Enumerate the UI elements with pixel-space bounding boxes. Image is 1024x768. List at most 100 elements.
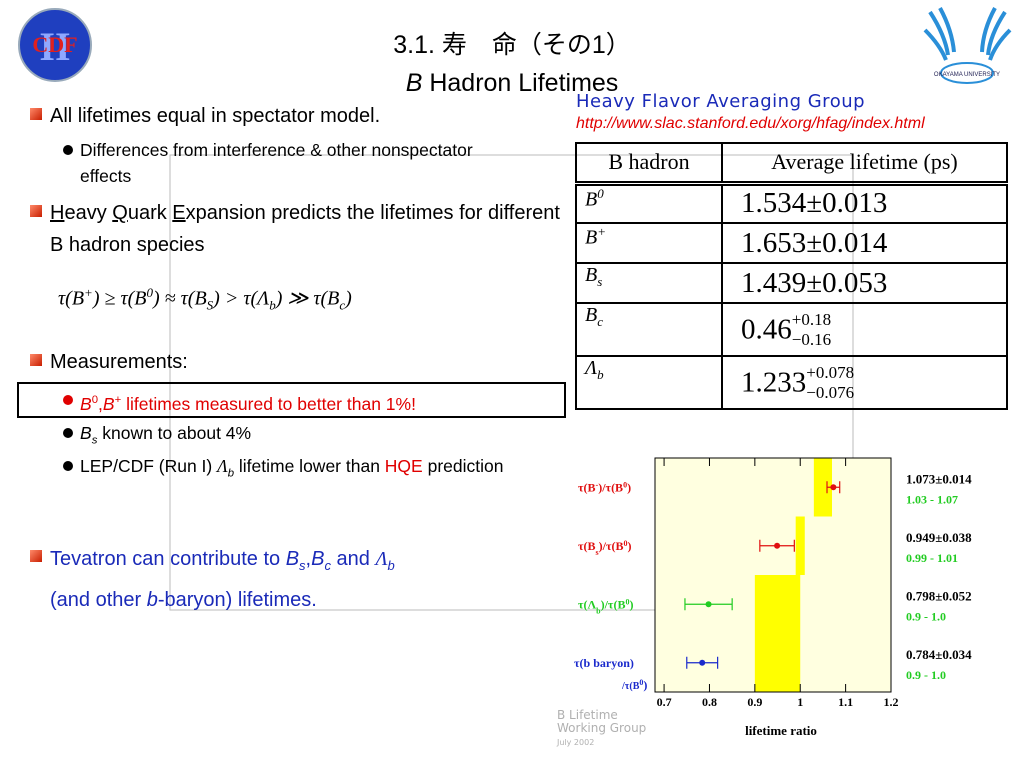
table-url: http://www.slac.stanford.edu/xorg/hfag/i… (576, 115, 925, 132)
label-part: τ(Λ (578, 597, 597, 611)
cell: Bs (575, 262, 723, 304)
bullet: All lifetimes equal in spectator model. (50, 105, 381, 127)
text-part: lifetimes measured to better than 1%! (121, 393, 416, 414)
formula-part: ) ≈ τ(B (153, 287, 207, 310)
lifetime-plot: 0.7 0.8 0.9 1 1.1 1.2 lifetime ratio 1.073±0.01… (556, 457, 972, 747)
bullet: Tevatron can contribute to Bs,Bc and Λb(… (50, 542, 395, 617)
cell: 0.46+0.18 −0.16 (721, 302, 1008, 357)
cell: 1.534±0.013 (721, 182, 1008, 224)
x-tick-label: 1.1 (838, 695, 853, 709)
label-part: )/τ(B (601, 597, 626, 611)
text-part: , (98, 393, 103, 414)
sub-bullet: B0,B+ lifetimes measured to better than … (80, 387, 416, 417)
text-part: lifetime lower than (234, 456, 385, 476)
text-part: B (585, 304, 598, 326)
formula-part: ) ≥ τ(B (92, 287, 147, 310)
table-row: B0 1.534±0.013 (575, 182, 1008, 224)
data-point (774, 542, 781, 549)
value-label: 1.073±0.014 (906, 471, 972, 486)
row-label: τ(Λb)/τ(B0) (578, 597, 633, 615)
x-tick-label: 1 (797, 695, 803, 709)
sub-bullet: Differences from interference & other no… (80, 140, 473, 186)
text-part: B (80, 393, 92, 414)
cell: 1.653±0.014 (721, 222, 1008, 264)
range-label: 1.03 - 1.07 (906, 492, 958, 506)
table-header: B hadron Average lifetime (ps) (575, 142, 1008, 184)
text-part: B (585, 264, 598, 286)
row-label: τ(b baryon) /τ(B0) (574, 656, 647, 692)
formula-part: τ(B (58, 287, 85, 310)
prediction-band (813, 458, 832, 517)
text-part: −0.076 (806, 382, 855, 402)
title-block: 3.1. 寿 命（その1） B Hadron Lifetimes (0, 26, 1024, 102)
bullet-icon (30, 108, 42, 120)
text-part: eavy (64, 202, 113, 224)
text-part: 0.46 (741, 313, 792, 345)
label-part: )/τ(B (599, 539, 624, 553)
sub-bullet-icon (63, 428, 73, 438)
label-part: 0 (624, 538, 628, 547)
header-cell: Average lifetime (ps) (721, 142, 1008, 184)
bullet-icon (30, 205, 42, 217)
table-row: Λb 1.233+0.078 −0.076 (575, 355, 1008, 410)
text-part: B (585, 226, 598, 249)
okayama-text: OKAYAMA UNIVERSITY (934, 72, 1000, 78)
text-part: xpansion predicts the lifetimes for diff… (50, 202, 560, 256)
label-part: τ(b baryon) (574, 656, 634, 670)
bullet-icon (30, 550, 42, 562)
bullet-icon (30, 354, 42, 366)
range-label: 0.9 - 1.0 (906, 609, 946, 623)
text-part: 0 (597, 185, 604, 201)
text-part: B (311, 548, 325, 570)
text-part: +0.078 (806, 362, 855, 382)
subtitle-italic: B (405, 69, 423, 97)
data-point (699, 659, 706, 666)
table-source: Heavy Flavor Averaging Group (576, 91, 866, 112)
text-part: and (330, 548, 376, 570)
formula-part: ) > τ(Λ (213, 287, 270, 310)
highlight-box (17, 382, 566, 418)
sub-bullet-icon (63, 145, 73, 155)
plot-frame (654, 457, 892, 693)
text-part: -baryon) lifetimes. (157, 589, 317, 611)
title: 3.1. 寿 命（その1） (393, 31, 631, 59)
formula-part: b (269, 297, 276, 313)
formula-part: c (339, 297, 346, 313)
text-part: (and other (50, 589, 147, 611)
cdf-logo (18, 8, 92, 82)
text-part: Λ (375, 548, 388, 570)
text-part: s (91, 434, 98, 447)
lifetime-table: B hadron Average lifetime (ps) B0 1.534±… (575, 142, 1008, 410)
text-part: b (387, 558, 395, 573)
label-part: τ(B (578, 480, 596, 494)
row-label: τ(B-)/τ(B0) (578, 480, 631, 495)
prediction-band (754, 575, 801, 634)
x-tick-label: 0.9 (747, 695, 762, 709)
bullet: Measurements: (50, 351, 188, 373)
formula: τ(B+) ≥ τ(B0) ≈ τ(BS) > τ(Λb) ≫ τ(Bc) (58, 285, 352, 314)
row-label: τ(Bs)/τ(B0) (578, 538, 632, 556)
text-part: E (172, 202, 186, 224)
subtitle: B Hadron Lifetimes (0, 64, 1024, 102)
watermark: July 2002 (556, 738, 594, 747)
data-point (830, 484, 837, 491)
table-row: Bs 1.439±0.053 (575, 262, 1008, 304)
table-row: B+ 1.653±0.014 (575, 222, 1008, 264)
text-part: 1.233 (741, 366, 807, 398)
label-part: 0 (639, 677, 643, 686)
okayama-ring (940, 62, 994, 84)
uncertainty: +0.18 −0.16 (792, 310, 831, 350)
label-part: 0 (623, 480, 627, 489)
cdf-logo-text: CDF (32, 32, 77, 57)
text-part: uark (127, 202, 173, 224)
text-part: c (324, 558, 331, 573)
sub-bullet: Bs known to about 4% (80, 420, 251, 454)
text-part: B (285, 548, 300, 570)
header-cell: B hadron (575, 142, 723, 184)
label-part: 0 (625, 597, 629, 606)
watermark: Working Group (557, 721, 646, 735)
text-part: Λ (217, 456, 228, 476)
label-part: /τ(B (621, 681, 640, 692)
